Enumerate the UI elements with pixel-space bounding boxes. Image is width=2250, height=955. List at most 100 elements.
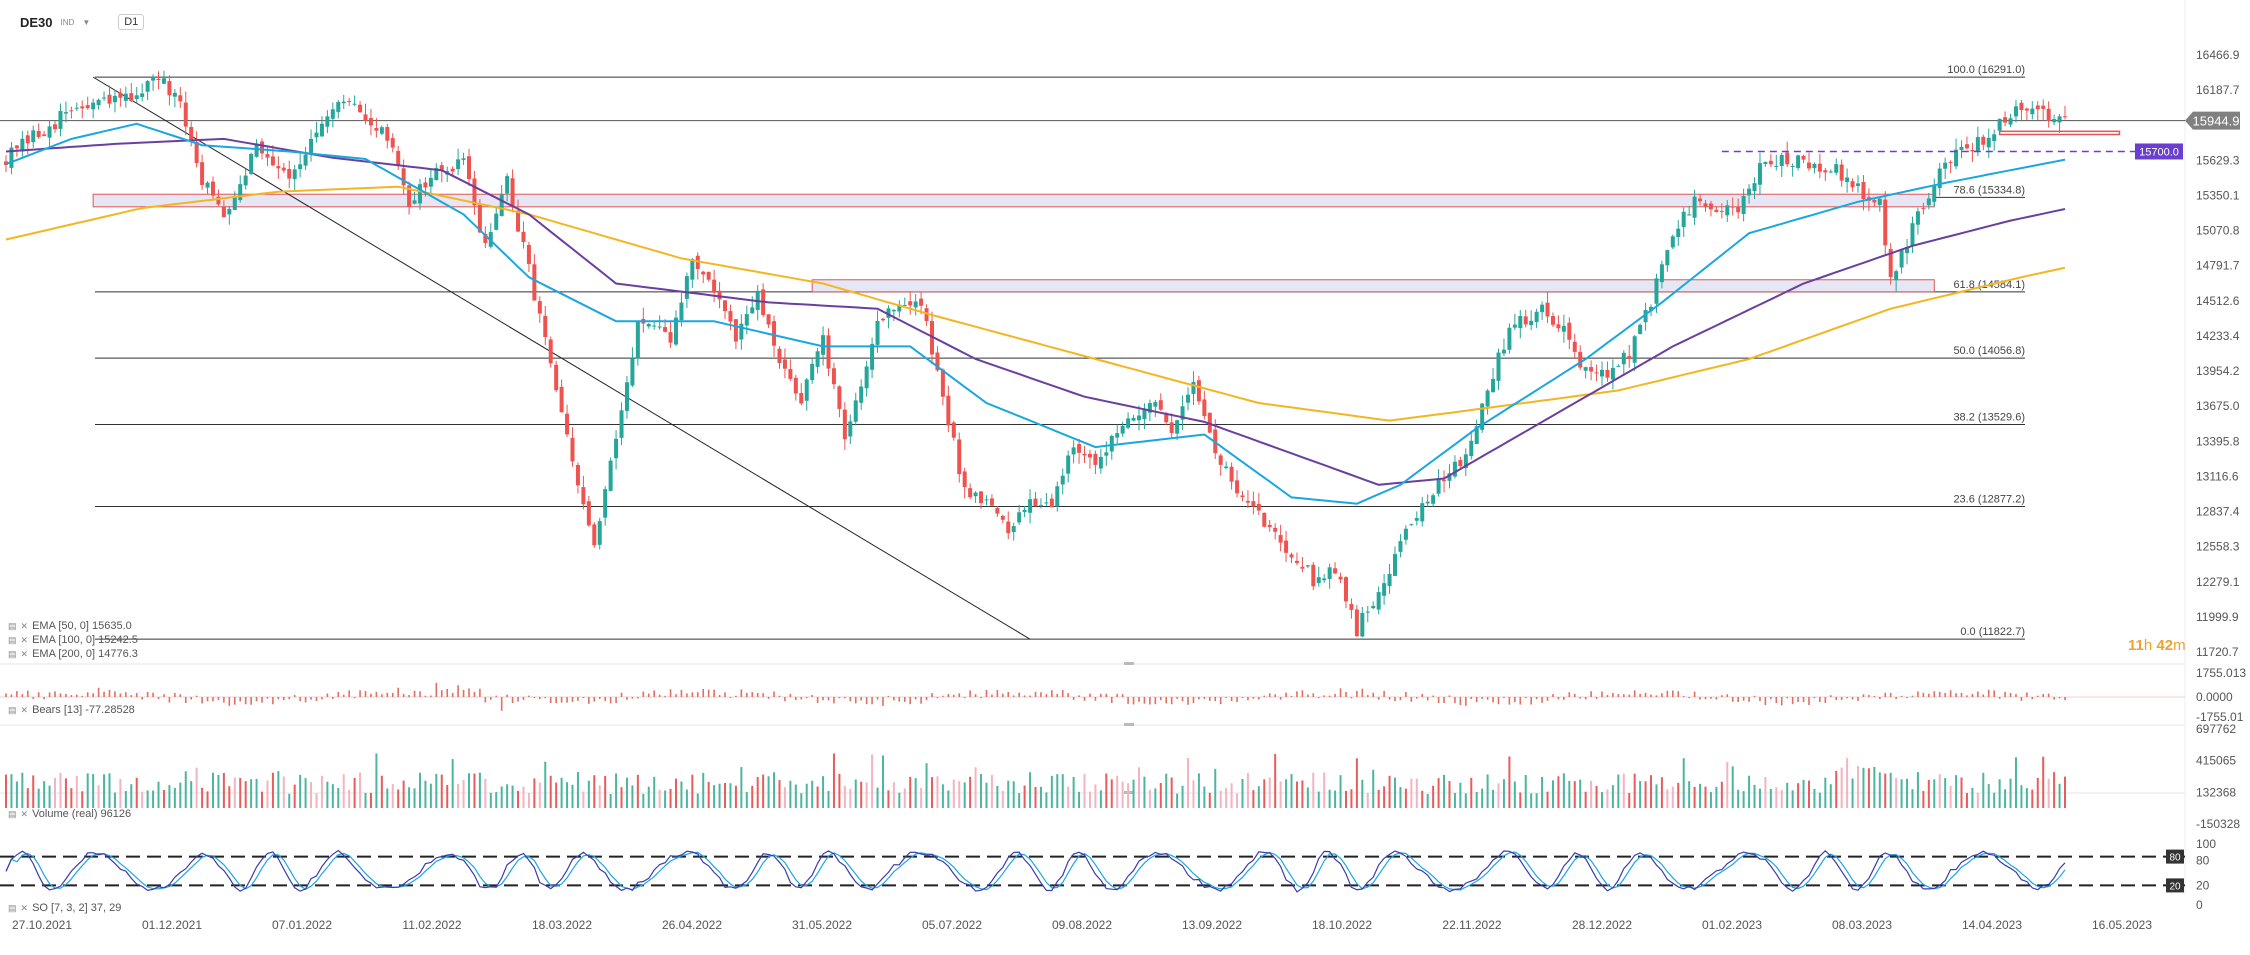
bears-bar (489, 697, 492, 700)
so-level-label: 20 (2169, 881, 2181, 892)
bears-bar (822, 697, 824, 701)
list-icon[interactable]: ▤ (8, 648, 17, 659)
volume-bar (413, 788, 416, 808)
chevron-down-icon[interactable]: ▼ (82, 17, 91, 27)
bears-bar (805, 697, 808, 699)
bears-bar (1933, 691, 1936, 697)
volume-bar (271, 772, 274, 808)
candle-body (1414, 517, 1419, 521)
candle-body (859, 386, 864, 403)
legend-ema200[interactable]: ▤ ✕ EMA [200, 0] 14776.3 (8, 648, 138, 660)
bears-bar (767, 697, 770, 699)
list-icon[interactable]: ▤ (8, 634, 17, 645)
bears-bar (1127, 697, 1129, 704)
candle-body (1136, 415, 1141, 421)
volume-bar (1165, 773, 1168, 808)
bears-bar (1361, 688, 1364, 697)
legend-bears[interactable]: ▤ ✕ Bears [13] -77.28528 (8, 704, 135, 716)
close-icon[interactable]: ✕ (20, 902, 29, 913)
candle-body (467, 156, 472, 180)
bears-bar (1682, 695, 1685, 697)
candle-body (880, 318, 885, 321)
candle-body (1262, 512, 1267, 527)
candle-body (1055, 486, 1060, 507)
candle-body (1676, 228, 1681, 237)
volume-bar (1029, 772, 1032, 808)
close-icon[interactable]: ✕ (20, 808, 29, 819)
candle-body (1605, 369, 1610, 378)
volume-bar (54, 777, 57, 808)
volume-bar (625, 777, 628, 808)
volume-bar (1361, 779, 1364, 808)
bears-bar (936, 697, 939, 699)
ema100-line (5, 137, 2066, 486)
candle-body (63, 112, 68, 114)
candle-body (668, 332, 673, 343)
bears-bar (1557, 697, 1560, 700)
bears-bar (397, 687, 399, 697)
volume-bar (762, 774, 765, 808)
candle-body (1251, 501, 1256, 507)
close-icon[interactable]: ✕ (20, 620, 29, 631)
candle-body (581, 487, 586, 505)
candle-body (254, 143, 259, 157)
candle-body (123, 93, 128, 101)
volume-bar (2042, 756, 2045, 808)
bears-bar (1296, 691, 1298, 697)
bears-bar (1862, 694, 1865, 697)
symbol-label[interactable]: DE30 (20, 14, 53, 30)
bears-bar (462, 689, 465, 697)
x-tick-label: 07.01.2022 (272, 918, 332, 932)
volume-bar (1383, 786, 1386, 808)
bears-bar (1110, 697, 1113, 704)
volume-bar (1530, 793, 1533, 808)
list-icon[interactable]: ▤ (8, 808, 17, 819)
list-icon[interactable]: ▤ (8, 704, 17, 715)
bears-bar (1465, 697, 1467, 706)
legend-ema100[interactable]: ▤ ✕ EMA [100, 0] 15242.5 (8, 634, 138, 646)
legend-so[interactable]: ▤ ✕ SO [7, 3, 2] 37, 29 (8, 902, 121, 914)
legend-volume[interactable]: ▤ ✕ Volume (real) 96126 (8, 808, 131, 820)
y-tick-label: 697762 (2196, 722, 2236, 736)
volume-bar (168, 785, 171, 808)
timeframe-select[interactable]: D1 (118, 14, 145, 30)
volume-bar (1344, 790, 1347, 808)
candle-body (962, 471, 967, 488)
bears-bar (152, 692, 154, 697)
candle-body (1186, 394, 1191, 403)
list-icon[interactable]: ▤ (8, 902, 17, 913)
candle-body (1436, 478, 1441, 494)
bears-bar (544, 697, 547, 699)
volume-bar (1546, 791, 1549, 808)
candle-body (842, 409, 847, 440)
candle-body (1823, 170, 1828, 173)
close-icon[interactable]: ✕ (20, 704, 29, 715)
bears-bar (1748, 697, 1750, 702)
volume-bar (15, 781, 18, 808)
support-zone (811, 279, 1935, 293)
bears-bar (653, 690, 656, 697)
candle-body (706, 271, 711, 280)
bears-bar (1813, 697, 1816, 699)
candle-body (58, 111, 63, 129)
y-tick-label: 14512.6 (2196, 294, 2240, 308)
volume-bar (124, 791, 127, 808)
legend-ema50[interactable]: ▤ ✕ EMA [50, 0] 15635.0 (8, 620, 132, 632)
volume-bar (1486, 774, 1489, 808)
bears-bar (468, 688, 470, 697)
candle-body (9, 147, 14, 168)
list-icon[interactable]: ▤ (8, 620, 17, 631)
candle-body (875, 320, 880, 345)
candle-body (1708, 203, 1713, 210)
candle-body (42, 134, 47, 137)
candle-body (14, 145, 19, 149)
close-icon[interactable]: ✕ (20, 634, 29, 645)
volume-bar (2047, 778, 2050, 808)
bears-bar (1394, 697, 1396, 702)
bears-bar (1083, 697, 1086, 701)
close-icon[interactable]: ✕ (20, 648, 29, 659)
candle-body (886, 308, 891, 318)
y-tick-label: 415065 (2196, 754, 2236, 768)
